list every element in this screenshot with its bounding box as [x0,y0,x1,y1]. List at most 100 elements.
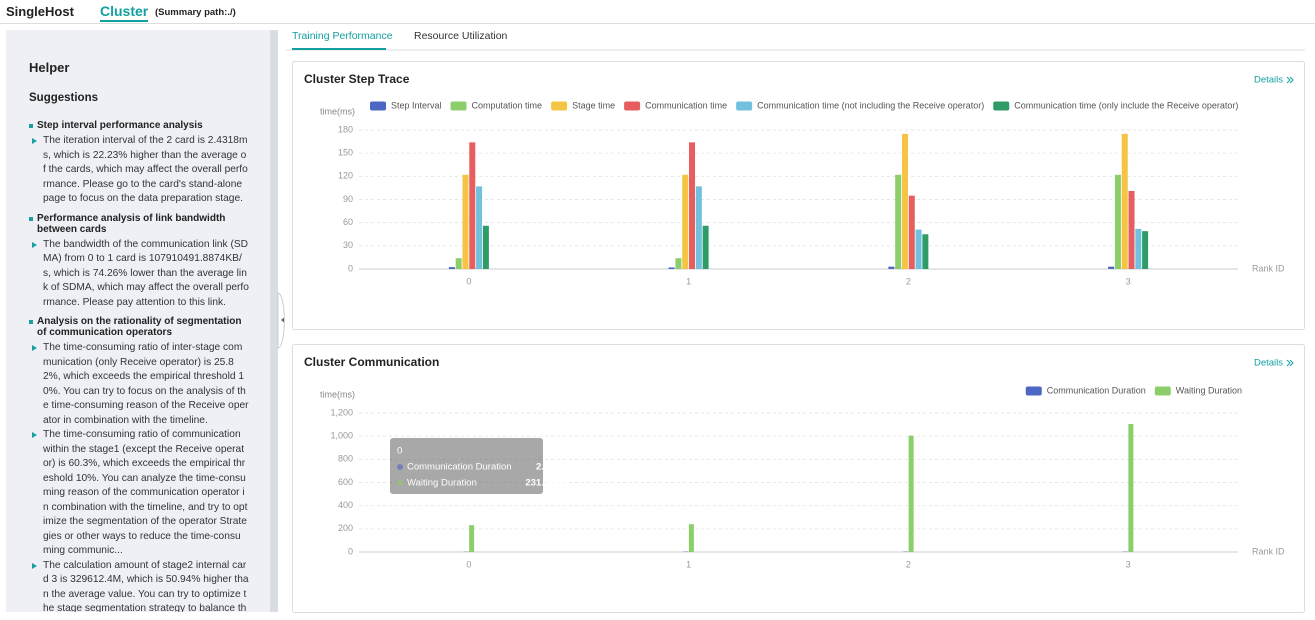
tooltip-dot [397,464,403,470]
tooltip-title: 0 [397,446,402,457]
tooltip-value: 2.2689 [536,462,565,473]
suggestions: Step interval performance analysis The it… [28,118,252,612]
chart-title: Cluster Communication [304,355,439,369]
tab[interactable]: Training Performance [292,30,393,42]
suggestion: The iteration interval of the 2 card is … [28,134,249,207]
bar [1128,191,1135,269]
bar [675,258,682,269]
x-tick-label: 2 [906,559,911,569]
x-tick-label: 0 [466,276,471,286]
details-icon [1286,359,1294,367]
bar [469,525,475,552]
bar [695,186,702,269]
legend-swatch[interactable] [736,101,753,111]
bar [1142,231,1149,269]
bar [901,133,908,269]
collapse-icon [281,317,284,323]
bar [476,186,483,269]
y-tick-label: 30 [343,240,353,250]
bar [482,225,489,269]
bar [689,142,696,269]
y-tick-label: 1,200 [330,407,353,417]
bar [455,258,462,269]
x-tick-label: 3 [1126,276,1131,286]
legend-label: Communication time (only include the Rec… [1014,100,1238,110]
bar [1114,174,1121,269]
card [292,344,1305,613]
section-title: Step interval performance analysis [28,120,252,131]
bar [682,174,689,269]
y-tick-label: 1,000 [330,431,353,441]
suggestion: The time-consuming ratio of inter-stage … [28,341,249,428]
bar [895,174,902,269]
y-tick-label: 60 [343,217,353,227]
legend-label: Communication Duration [1047,385,1146,395]
legend-label: Step Interval [391,100,442,110]
details-link[interactable]: Details [1254,358,1283,369]
x-tick-label: 0 [466,559,471,569]
x-tick-label: 1 [686,559,691,569]
tooltip-label: Communication Duration [407,462,512,473]
card [292,61,1305,330]
suggestion: The calculation amount of stage2 interna… [28,559,249,612]
tooltip-value: 231.5995 [525,478,565,489]
legend-label: Communication time [645,100,727,110]
bar [908,195,915,269]
x-axis-label: Rank ID [1252,263,1285,273]
tooltip-label: Waiting Duration [407,478,477,489]
legend-label: Communication time (not including the Re… [757,100,984,110]
bar [448,267,455,269]
bar [1128,424,1134,552]
app-name[interactable]: SingleHost [6,4,74,19]
y-tick-label: 200 [338,523,353,533]
bar [908,435,914,552]
legend-label: Stage time [572,100,615,110]
legend-swatch[interactable] [993,101,1010,111]
bar [915,229,922,269]
section-title: Performance analysis of link bandwidth b… [28,213,252,235]
y-tick-label: 180 [338,124,353,134]
suggestion: The bandwidth of the communication link … [28,238,249,311]
helper-panel: Helper Suggestions Step interval perform… [6,30,270,612]
tab[interactable]: Resource Utilization [414,30,508,42]
bar [1135,228,1142,269]
active-tab[interactable]: Cluster [100,3,149,22]
y-axis-label: time(ms) [320,106,355,116]
legend-swatch[interactable] [1025,386,1042,396]
legend-label: Waiting Duration [1176,385,1242,395]
suggestion: The time-consuming ratio of communicatio… [28,428,249,559]
x-tick-label: 2 [906,276,911,286]
y-tick-label: 120 [338,171,353,181]
y-tick-label: 90 [343,194,353,204]
x-tick-label: 3 [1126,559,1131,569]
details-icon [1286,76,1294,84]
legend-swatch[interactable] [450,101,467,111]
x-axis-label: Rank ID [1252,546,1285,556]
tooltip: 0 Communication Duration 2.2689 Waiting Dur… [390,438,566,494]
scrollbar[interactable] [270,30,278,612]
bar [469,142,476,269]
legend-swatch[interactable] [551,101,568,111]
bar [688,524,694,552]
details-link[interactable]: Details [1254,75,1283,86]
bar [888,266,895,269]
legend-swatch[interactable] [624,101,641,111]
legend-swatch[interactable] [1154,386,1171,396]
tooltip-box [390,438,543,494]
legend-label: Computation time [472,100,543,110]
helper-subtitle: Suggestions [29,92,99,104]
y-tick-label: 150 [338,148,353,158]
y-tick-label: 800 [338,454,353,464]
bar [922,234,929,269]
y-axis-label: time(ms) [320,389,355,399]
collapse-handle[interactable] [277,292,285,349]
header-divider [0,23,1315,24]
bar [462,174,469,269]
y-tick-label: 0 [348,546,353,556]
tooltip-dot [397,480,403,486]
helper-title: Helper [29,60,70,75]
legend-swatch[interactable] [370,101,386,111]
